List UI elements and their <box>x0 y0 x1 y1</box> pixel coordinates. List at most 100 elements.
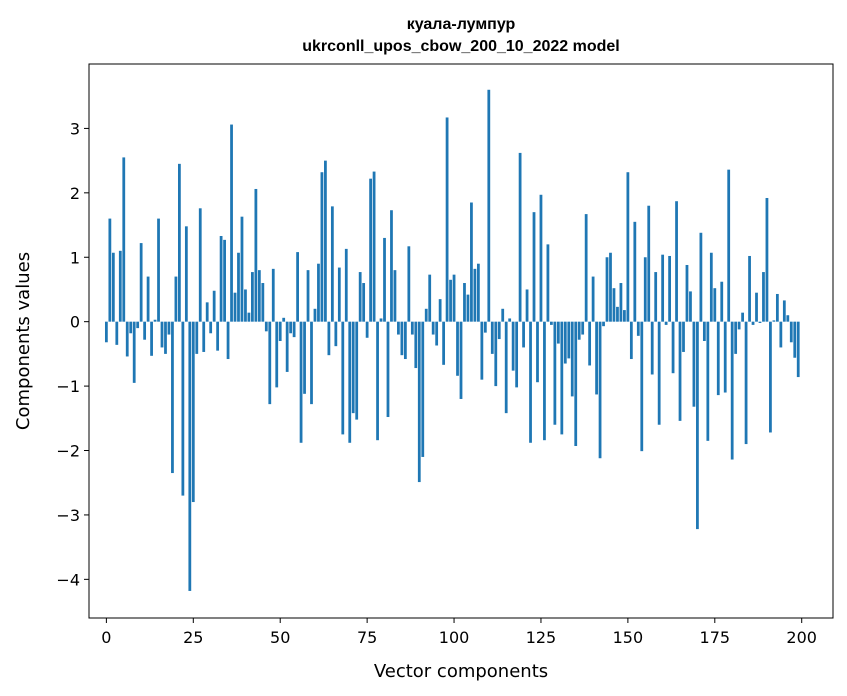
bar-83 <box>393 270 397 322</box>
bar-165 <box>678 321 682 421</box>
x-axis-label: Vector components <box>374 661 548 682</box>
bar-55 <box>296 252 299 322</box>
bar-41 <box>247 312 251 322</box>
x-tick-label: 150 <box>613 628 644 647</box>
bar-31 <box>212 290 216 322</box>
bar-198 <box>793 321 797 358</box>
bar-122 <box>529 321 532 443</box>
bar-174 <box>709 252 713 322</box>
bar-189 <box>762 272 765 322</box>
bar-190 <box>765 197 769 322</box>
bar-141 <box>595 321 598 395</box>
bar-36 <box>230 124 233 322</box>
bar-79 <box>379 318 383 322</box>
bar-132 <box>563 321 567 364</box>
bar-173 <box>706 321 710 441</box>
bar-147 <box>616 306 619 322</box>
bar-53 <box>289 321 293 334</box>
bar-125 <box>539 194 543 322</box>
bar-115 <box>504 321 508 414</box>
bar-35 <box>226 321 230 360</box>
bar-139 <box>588 321 592 366</box>
bar-12 <box>146 276 150 322</box>
bar-157 <box>650 321 654 375</box>
bar-188 <box>758 321 762 323</box>
bar-127 <box>546 244 550 322</box>
bar-183 <box>741 312 744 322</box>
bar-69 <box>344 248 348 322</box>
bar-24 <box>188 321 192 591</box>
bar-172 <box>702 321 706 341</box>
bar-94 <box>431 321 435 335</box>
plot-frame <box>88 63 834 619</box>
bar-133 <box>567 321 571 359</box>
bar-72 <box>355 321 359 420</box>
bar-108 <box>480 321 484 380</box>
x-tick-label: 0 <box>101 628 111 647</box>
bar-68 <box>341 321 345 435</box>
bar-77 <box>372 171 376 322</box>
bar-52 <box>285 321 289 372</box>
bar-17 <box>164 321 167 354</box>
bar-155 <box>643 257 647 322</box>
bar-169 <box>692 321 696 407</box>
bar-150 <box>626 172 630 322</box>
bar-171 <box>699 232 703 322</box>
bar-107 <box>476 263 480 322</box>
bar-176 <box>716 321 720 396</box>
bar-82 <box>390 210 393 322</box>
bar-44 <box>257 270 261 322</box>
bar-57 <box>303 321 306 394</box>
bar-0 <box>104 321 108 343</box>
bar-15 <box>157 218 160 322</box>
bar-192 <box>772 320 776 322</box>
bar-151 <box>629 321 633 360</box>
bar-178 <box>723 321 727 393</box>
bar-76 <box>369 178 372 322</box>
bar-116 <box>508 318 512 322</box>
y-tick-label: 1 <box>70 248 80 267</box>
bar-66 <box>334 321 338 347</box>
bar-130 <box>556 321 560 344</box>
bar-185 <box>748 255 751 322</box>
y-axis-label: Components values <box>13 252 34 430</box>
bar-136 <box>577 321 581 340</box>
bar-140 <box>591 276 595 322</box>
x-tick-label: 50 <box>270 628 290 647</box>
bar-105 <box>470 202 473 322</box>
bar-81 <box>386 321 390 418</box>
bar-65 <box>330 206 334 322</box>
bar-59 <box>310 321 313 405</box>
bar-142 <box>598 321 602 459</box>
bar-92 <box>424 308 428 322</box>
bar-137 <box>581 321 585 335</box>
bar-159 <box>657 321 661 425</box>
bar-88 <box>410 321 414 335</box>
bar-60 <box>313 308 317 322</box>
bar-74 <box>362 283 366 322</box>
bar-98 <box>445 117 449 322</box>
bar-23 <box>184 226 188 322</box>
x-tick-label: 100 <box>439 628 470 647</box>
bar-109 <box>483 321 487 333</box>
bar-197 <box>789 321 793 343</box>
bar-196 <box>786 315 790 322</box>
bar-143 <box>602 321 605 327</box>
bar-179 <box>727 169 731 322</box>
bar-128 <box>550 321 553 325</box>
bar-62 <box>320 172 324 322</box>
bar-177 <box>720 281 724 322</box>
bar-8 <box>132 321 136 383</box>
bar-135 <box>574 321 578 446</box>
bar-7 <box>129 321 133 334</box>
bar-161 <box>664 321 668 325</box>
bar-123 <box>532 212 536 322</box>
bar-120 <box>522 321 525 348</box>
bar-9 <box>136 321 140 329</box>
bar-96 <box>438 299 442 322</box>
bar-13 <box>150 321 153 356</box>
bar-114 <box>501 308 505 322</box>
bar-117 <box>511 321 515 371</box>
bar-25 <box>191 321 195 503</box>
bar-6 <box>125 321 129 357</box>
